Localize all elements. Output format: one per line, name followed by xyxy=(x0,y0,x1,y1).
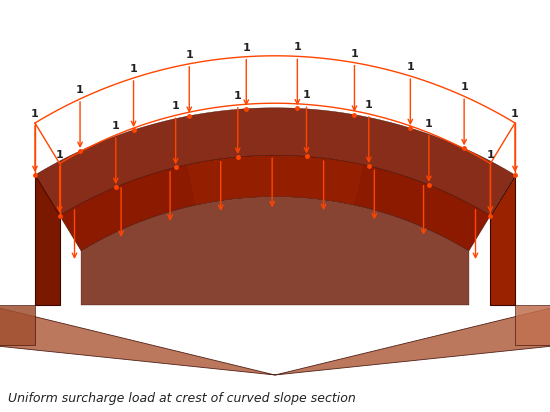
Text: 1: 1 xyxy=(172,101,179,111)
Polygon shape xyxy=(491,175,515,305)
Text: 1: 1 xyxy=(425,119,433,129)
Polygon shape xyxy=(81,197,469,305)
Polygon shape xyxy=(0,305,35,345)
Polygon shape xyxy=(35,175,59,305)
Polygon shape xyxy=(59,155,491,251)
Text: 1: 1 xyxy=(294,42,301,52)
Text: 1: 1 xyxy=(406,62,414,72)
Polygon shape xyxy=(515,305,550,345)
Text: 1: 1 xyxy=(365,100,373,110)
Text: 1: 1 xyxy=(185,50,193,60)
Text: Uniform surcharge load at crest of curved slope section: Uniform surcharge load at crest of curve… xyxy=(8,392,356,405)
Text: 1: 1 xyxy=(76,85,84,95)
Polygon shape xyxy=(0,305,550,375)
Text: 1: 1 xyxy=(31,109,39,119)
Text: 1: 1 xyxy=(460,82,468,92)
Text: 1: 1 xyxy=(302,90,310,101)
Text: 1: 1 xyxy=(350,49,359,59)
Polygon shape xyxy=(35,108,515,215)
Polygon shape xyxy=(187,155,363,205)
Text: 1: 1 xyxy=(112,121,120,131)
Text: 1: 1 xyxy=(130,64,138,74)
Text: 1: 1 xyxy=(243,43,250,53)
Text: 1: 1 xyxy=(234,91,241,101)
Text: 1: 1 xyxy=(511,109,519,119)
Text: 1: 1 xyxy=(487,150,494,159)
Text: 1: 1 xyxy=(56,150,63,159)
